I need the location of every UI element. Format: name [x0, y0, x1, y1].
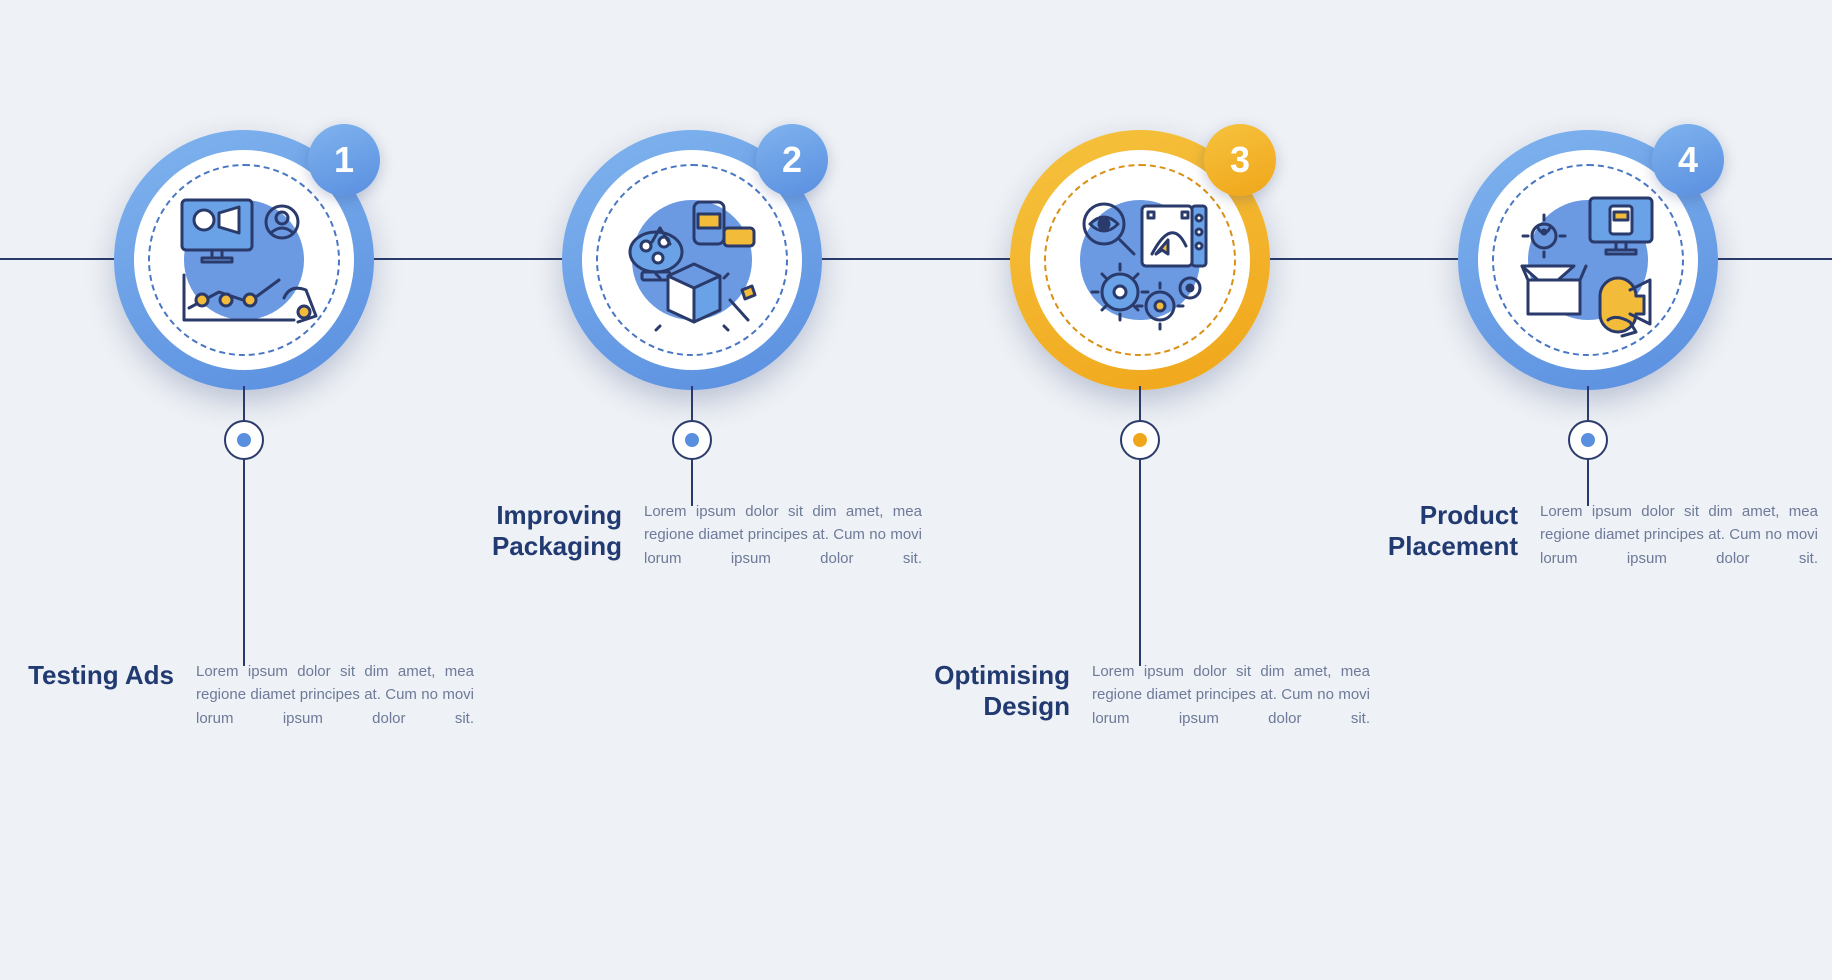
infographic-step: 2 Improving Packaging Lorem ipsum dolor … — [507, 130, 877, 390]
connector-dot-inner — [1133, 433, 1147, 447]
connector-dot — [1568, 420, 1608, 460]
step-number-badge: 2 — [756, 124, 828, 196]
step-body: Lorem ipsum dolor sit dim amet, mea regi… — [1540, 500, 1818, 570]
step-number: 2 — [782, 139, 802, 181]
step-number: 4 — [1678, 139, 1698, 181]
infographic-step: 3 Optimising Design Lorem ipsum dolor si… — [955, 130, 1325, 390]
connector-dot-inner — [685, 433, 699, 447]
infographic-step: 1 Testing Ads Lorem ipsum dolor sit dim … — [59, 130, 429, 390]
ads-icon — [156, 172, 332, 348]
step-text: Testing Ads Lorem ipsum dolor sit dim am… — [14, 660, 474, 730]
connector-dot-inner — [237, 433, 251, 447]
step-circle: 3 — [1010, 130, 1270, 390]
step-circle: 2 — [562, 130, 822, 390]
connector-dot — [672, 420, 712, 460]
step-number-badge: 4 — [1652, 124, 1724, 196]
step-title: Product Placement — [1358, 500, 1518, 562]
step-text: Optimising Design Lorem ipsum dolor sit … — [910, 660, 1370, 730]
step-number-badge: 3 — [1204, 124, 1276, 196]
step-title: Improving Packaging — [462, 500, 622, 562]
placement-icon — [1500, 172, 1676, 348]
step-number: 3 — [1230, 139, 1250, 181]
steps-container: 1 Testing Ads Lorem ipsum dolor sit dim … — [0, 130, 1832, 390]
step-body: Lorem ipsum dolor sit dim amet, mea regi… — [196, 660, 474, 730]
connector-dot — [224, 420, 264, 460]
connector-dot-inner — [1581, 433, 1595, 447]
step-body: Lorem ipsum dolor sit dim amet, mea regi… — [1092, 660, 1370, 730]
step-title: Testing Ads — [14, 660, 174, 691]
step-number: 1 — [334, 139, 354, 181]
step-circle: 4 — [1458, 130, 1718, 390]
step-body: Lorem ipsum dolor sit dim amet, mea regi… — [644, 500, 922, 570]
step-number-badge: 1 — [308, 124, 380, 196]
step-title: Optimising Design — [910, 660, 1070, 722]
step-text: Improving Packaging Lorem ipsum dolor si… — [462, 500, 922, 570]
step-circle: 1 — [114, 130, 374, 390]
packaging-icon — [604, 172, 780, 348]
step-text: Product Placement Lorem ipsum dolor sit … — [1358, 500, 1818, 570]
infographic-step: 4 Product Placement Lorem ipsum dolor si… — [1403, 130, 1773, 390]
connector-dot — [1120, 420, 1160, 460]
design-icon — [1052, 172, 1228, 348]
